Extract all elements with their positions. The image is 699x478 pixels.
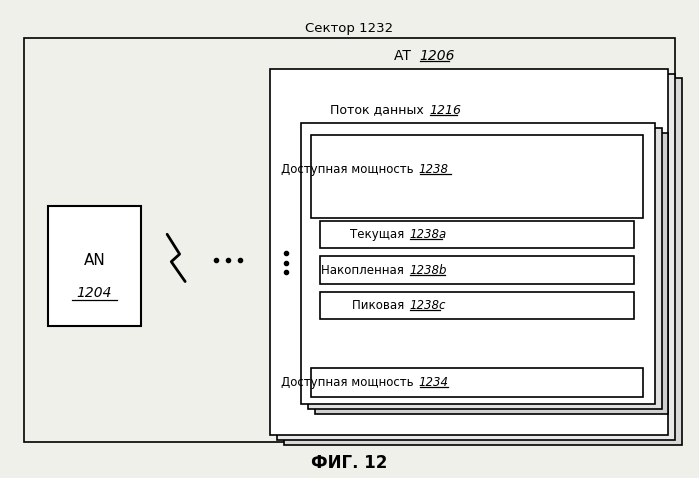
Bar	[311, 368, 643, 397]
Text: Доступная мощность: Доступная мощность	[281, 376, 417, 389]
Text: 1238a: 1238a	[409, 228, 447, 241]
Bar	[301, 123, 655, 404]
Text: 1238: 1238	[419, 163, 449, 175]
Text: 1238b: 1238b	[409, 264, 447, 277]
Bar	[319, 257, 634, 284]
Bar	[284, 78, 682, 445]
Text: 1234: 1234	[419, 376, 449, 389]
Text: 1204: 1204	[77, 286, 112, 300]
Text: ФИГ. 12: ФИГ. 12	[311, 455, 388, 472]
Text: AT: AT	[394, 49, 415, 63]
Text: Пиковая: Пиковая	[352, 299, 408, 312]
Text: Текущая: Текущая	[350, 228, 408, 241]
Bar	[315, 133, 668, 414]
Bar	[270, 69, 668, 435]
Bar	[308, 128, 661, 409]
Text: Сектор 1232: Сектор 1232	[305, 22, 394, 35]
Bar	[24, 38, 675, 442]
Bar	[48, 206, 141, 326]
Bar	[277, 74, 675, 440]
Text: Накопленная: Накопленная	[321, 264, 408, 277]
Text: 1206: 1206	[419, 49, 454, 63]
Text: 1216: 1216	[429, 104, 461, 117]
Text: AN: AN	[83, 253, 105, 268]
Text: 1238c: 1238c	[409, 299, 446, 312]
Bar	[319, 292, 634, 319]
Bar	[319, 221, 634, 249]
Text: Поток данных: Поток данных	[330, 104, 428, 117]
Text: Доступная мощность: Доступная мощность	[281, 163, 417, 175]
Bar	[311, 135, 643, 218]
